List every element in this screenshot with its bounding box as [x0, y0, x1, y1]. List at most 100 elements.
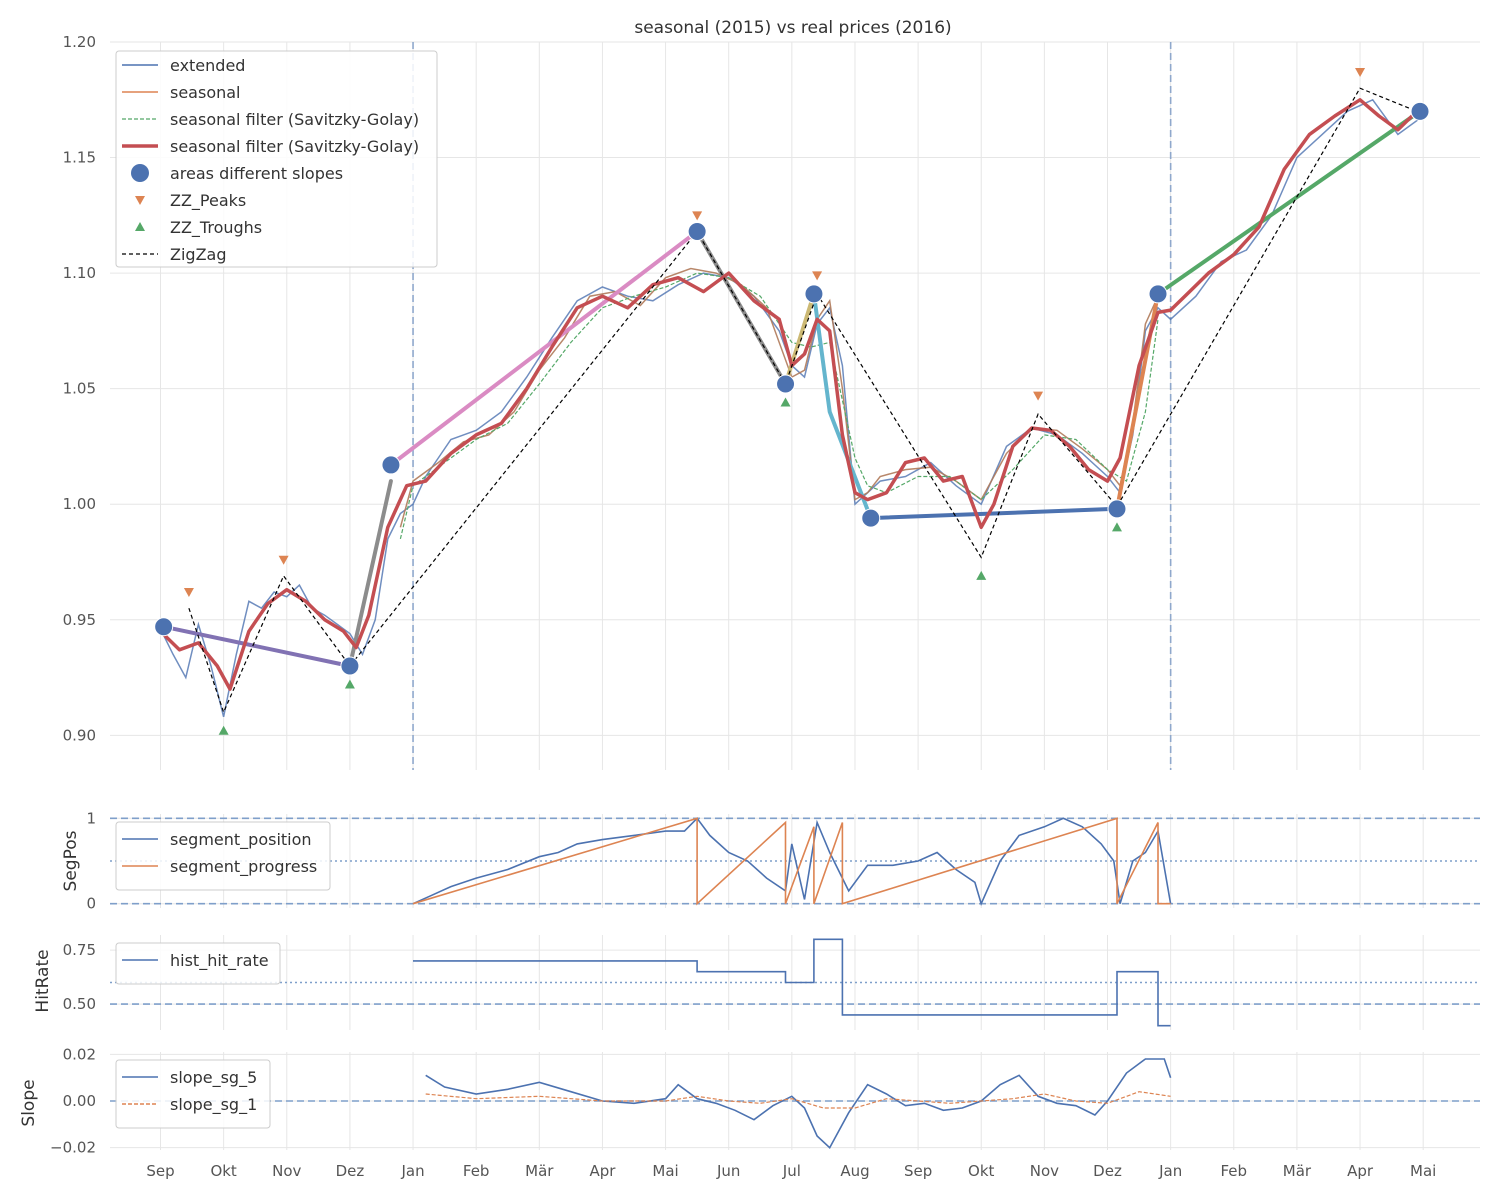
segpos-y-axis-ticks: 01: [86, 809, 96, 912]
main-legend: extended seasonal seasonal filter (Savitzk…: [115, 50, 438, 268]
zz-peak-marker: [1355, 68, 1366, 78]
series-hist_hit_rate: [413, 938, 1171, 1027]
slope-segment-line: [388, 229, 700, 467]
area-marker: [1148, 284, 1168, 304]
x-tick-label: Jan: [400, 1162, 424, 1180]
hitrate-y-axis-label: HitRate: [33, 949, 53, 1012]
segpos-y-axis-label: SegPos: [61, 830, 81, 891]
legend-label: ZZ_Peaks: [170, 191, 246, 211]
legend-box: [115, 50, 438, 268]
zz-peak-marker: [183, 588, 194, 598]
slope-segment-line: [347, 479, 393, 668]
zz-peak-marker: [812, 271, 823, 281]
zz-trough-marker: [1111, 522, 1122, 532]
x-tick-label: Feb: [1220, 1162, 1247, 1180]
zz-trough-marker: [780, 397, 791, 407]
area-marker: [154, 617, 174, 637]
y-tick-label: 1.20: [63, 33, 96, 51]
hitrate-plot: [110, 938, 1480, 1027]
x-tick-label: Jun: [716, 1162, 740, 1180]
legend-label: ZigZag: [170, 245, 226, 264]
x-tick-label: Aug: [840, 1162, 869, 1180]
y-tick-label: 1.00: [63, 495, 96, 513]
legend-label: hist_hit_rate: [170, 951, 269, 971]
area-marker: [687, 222, 707, 242]
legend-label: slope_sg_5: [170, 1068, 257, 1088]
y-tick-label: 0.75: [63, 941, 96, 959]
series-sg-thick: [159, 98, 1419, 691]
slope-segment-line: [783, 291, 816, 386]
legend-box: [115, 821, 331, 891]
y-tick-label: 1.05: [63, 380, 96, 398]
area-marker: [1107, 499, 1127, 519]
slope-legend: slope_sg_5 slope_sg_1: [115, 1059, 271, 1129]
chart-title: seasonal (2015) vs real prices (2016): [634, 18, 951, 38]
slope-segment-line: [161, 624, 352, 668]
x-tick-label: Sep: [904, 1162, 932, 1180]
x-tick-label: Mär: [1283, 1162, 1312, 1180]
area-marker: [861, 508, 881, 528]
x-tick-label: Apr: [1347, 1162, 1374, 1180]
slope-segment-line: [1156, 109, 1422, 296]
x-tick-label: Mär: [525, 1162, 554, 1180]
legend-swatch: [131, 164, 149, 182]
series-segment_progress: [412, 817, 1171, 906]
legend-label: seasonal: [170, 83, 241, 102]
area-marker: [804, 284, 824, 304]
y-tick-label: 0.00: [63, 1092, 96, 1110]
main-plot: [154, 42, 1430, 770]
segpos-plot: [110, 817, 1480, 907]
zz-peak-marker: [278, 555, 289, 565]
hitrate-y-axis-ticks: 0.50 0.75: [63, 941, 96, 1013]
x-axis-ticks: Sep Okt Nov Dez Jan Feb Mär Apr Mai Jun Jul Aug Sep O…: [146, 1162, 1436, 1180]
zz-trough-marker: [344, 679, 355, 689]
main-y-axis-ticks: 0.90 0.95 1.00 1.05 1.10 1.15 1.20: [63, 33, 96, 744]
legend-label: ZZ_Troughs: [170, 218, 262, 238]
y-tick-label: 0.90: [63, 726, 96, 744]
x-tick-label: Dez: [336, 1162, 365, 1180]
y-tick-label: 0.02: [63, 1045, 96, 1063]
slope-y-axis-label: Slope: [19, 1079, 39, 1126]
series-slope_sg_5: [425, 1058, 1172, 1149]
y-tick-label: 1.15: [63, 149, 96, 167]
x-tick-label: Jul: [782, 1162, 801, 1180]
x-tick-label: Mai: [1410, 1162, 1436, 1180]
y-tick-label: 1: [86, 809, 96, 827]
x-tick-label: Okt: [968, 1162, 994, 1180]
legend-label: areas different slopes: [170, 164, 343, 183]
legend-label: segment_position: [170, 830, 312, 850]
y-tick-label: 1.10: [63, 264, 96, 282]
y-tick-label: 0.50: [63, 995, 96, 1013]
x-tick-label: Sep: [146, 1162, 174, 1180]
x-tick-label: Apr: [589, 1162, 616, 1180]
y-tick-label: −0.02: [50, 1139, 96, 1157]
x-tick-label: Feb: [463, 1162, 490, 1180]
legend-label: seasonal filter (Savitzky-Golay): [170, 110, 419, 129]
zz-trough-marker: [976, 570, 987, 580]
series-slope_sg_1: [425, 1091, 1171, 1109]
legend-box: [115, 942, 281, 985]
slope-segment-line: [811, 291, 873, 521]
hitrate-legend: hist_hit_rate: [115, 942, 281, 985]
x-tick-label: Jan: [1158, 1162, 1182, 1180]
series-zigzag: [188, 87, 1418, 714]
zz-trough-marker: [218, 725, 229, 735]
area-marker: [1410, 101, 1430, 121]
legend-swatch: [135, 222, 145, 231]
x-tick-label: Okt: [210, 1162, 236, 1180]
x-tick-label: Dez: [1093, 1162, 1122, 1180]
segpos-legend: segment_position segment_progress: [115, 821, 331, 891]
y-tick-label: 0: [86, 895, 96, 913]
legend-label: segment_progress: [170, 857, 317, 877]
legend-label: seasonal filter (Savitzky-Golay): [170, 137, 419, 156]
x-tick-label: Nov: [272, 1162, 301, 1180]
series-segment_position: [412, 817, 1172, 907]
area-marker: [776, 374, 796, 394]
x-tick-label: Nov: [1030, 1162, 1059, 1180]
zz-peak-marker: [692, 211, 703, 221]
x-tick-label: Mai: [652, 1162, 678, 1180]
legend-swatch: [135, 196, 145, 205]
zz-peak-marker: [1033, 391, 1044, 401]
slope-plot: [110, 1058, 1480, 1149]
